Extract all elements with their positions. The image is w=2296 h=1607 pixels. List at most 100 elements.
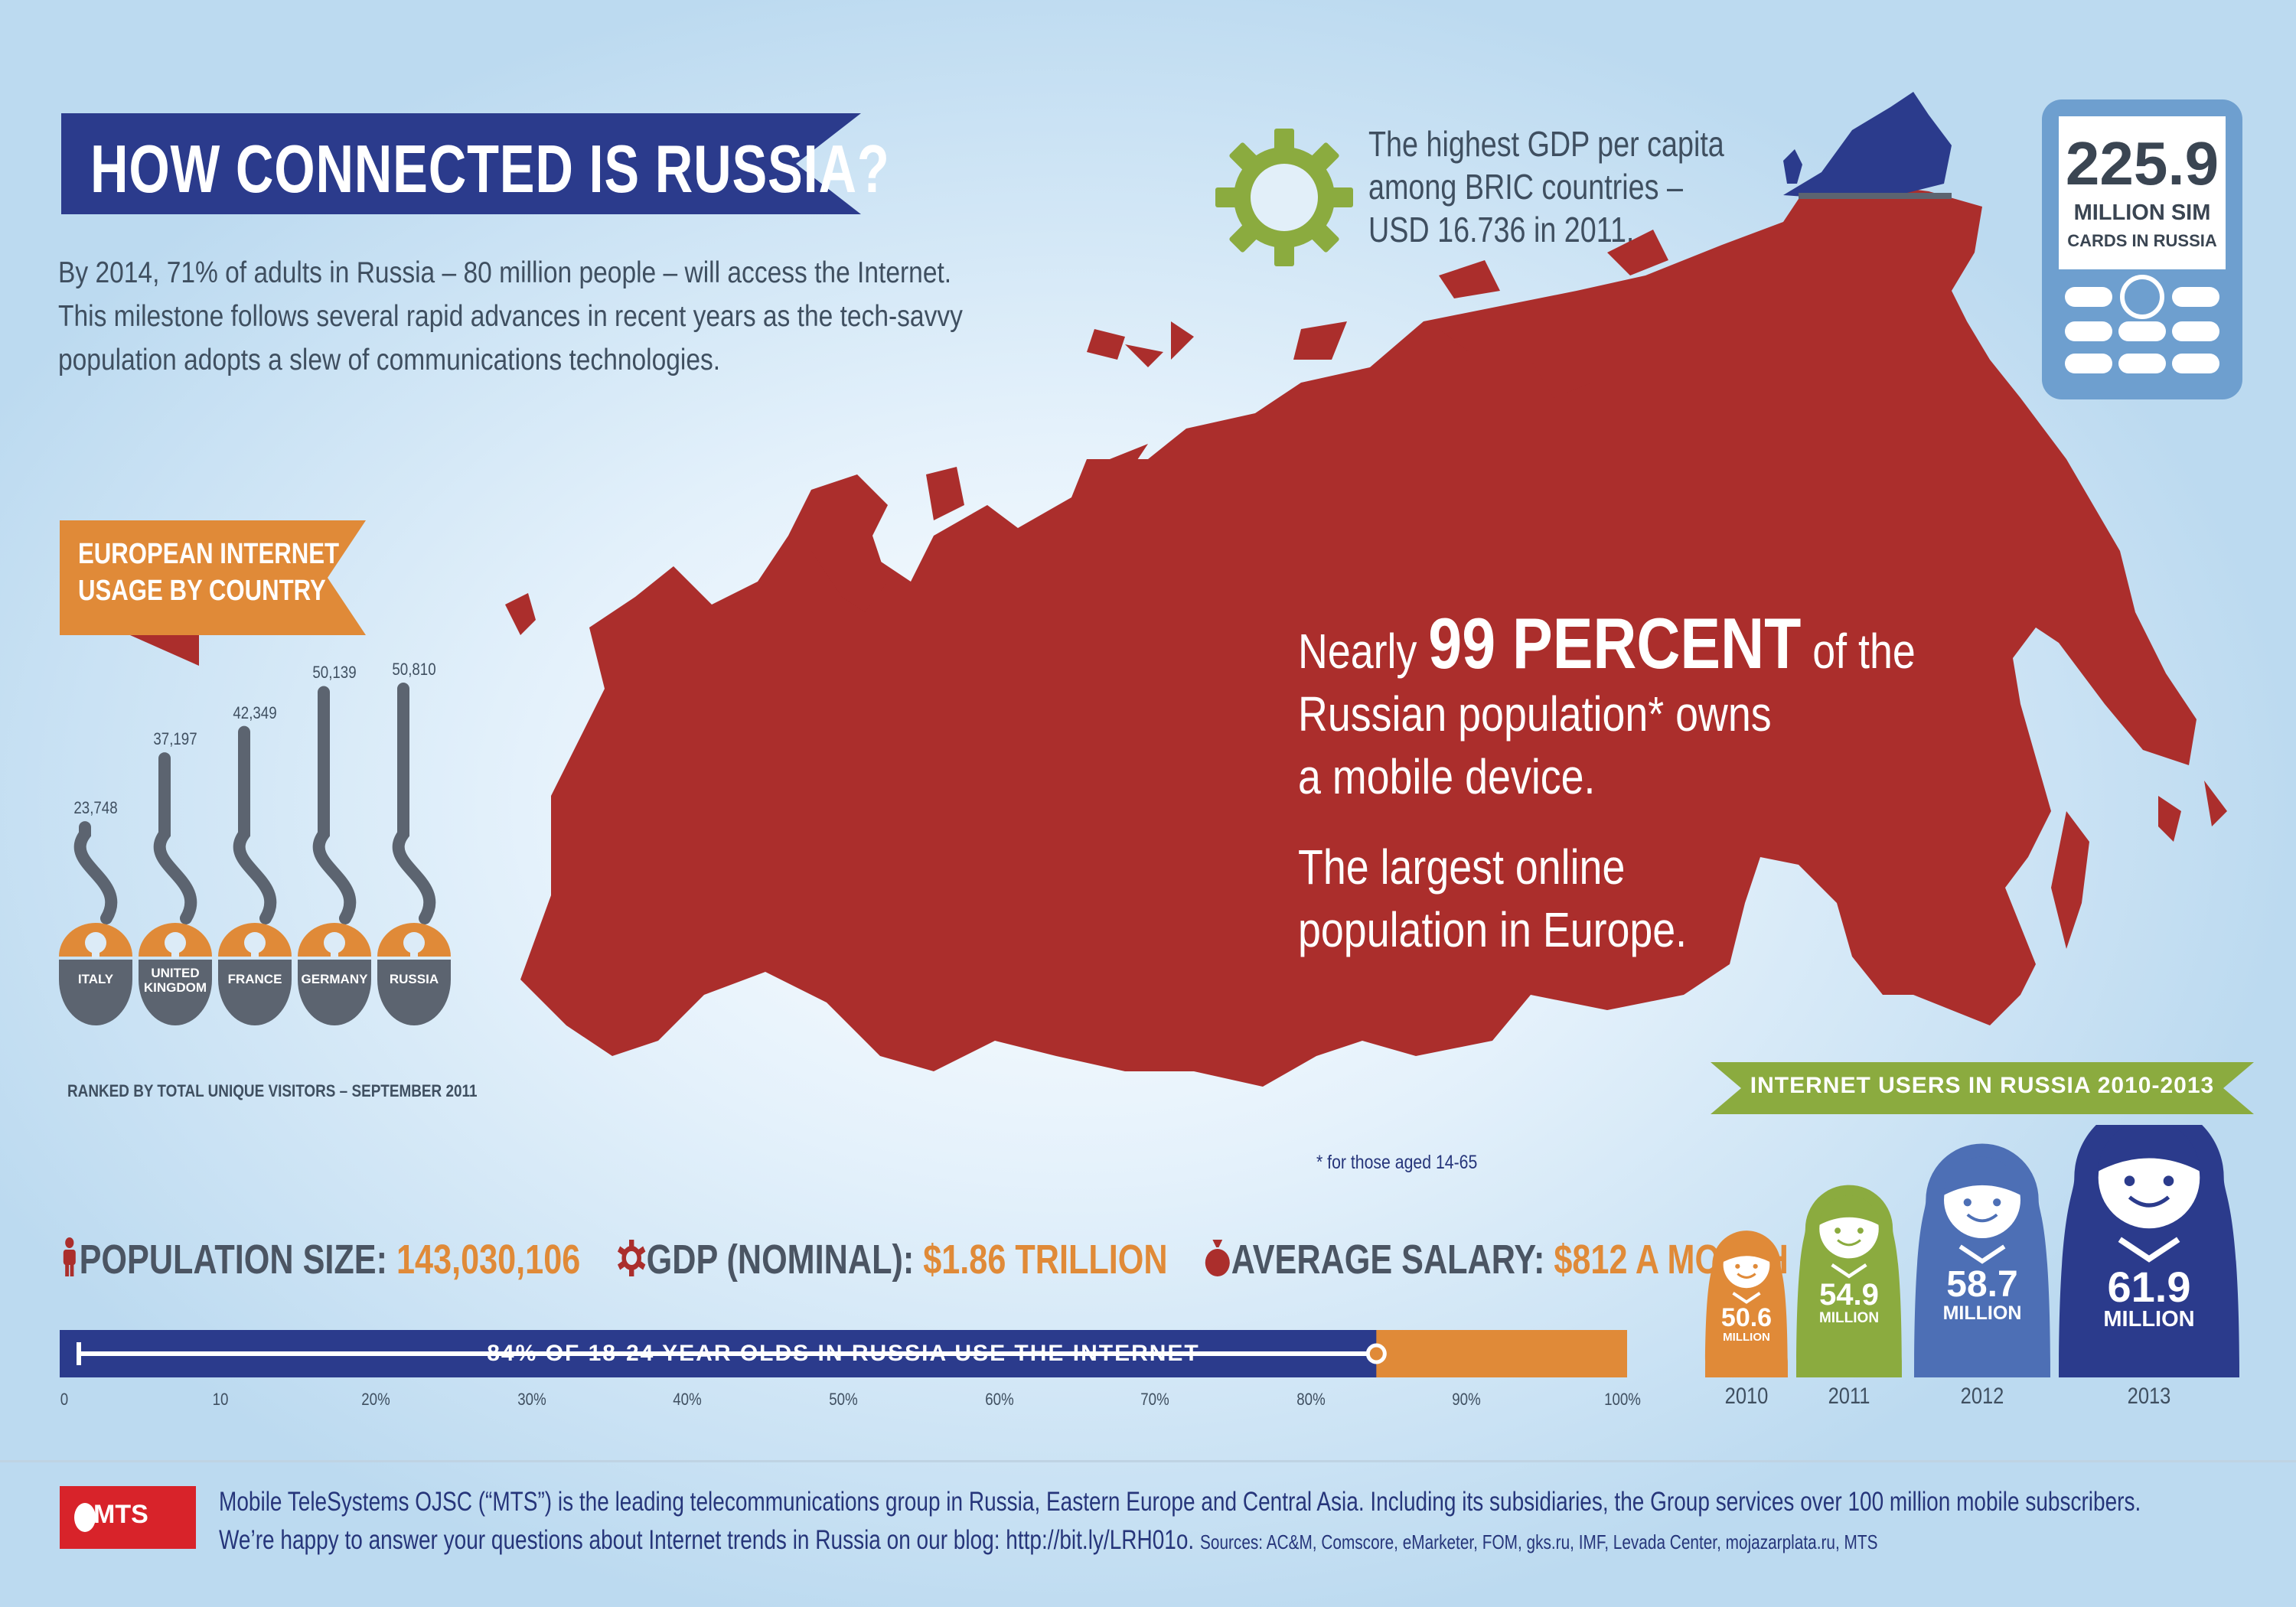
internet-users-unit: MILLION [1818,1310,1880,1327]
youth-usage-bar-knob [1365,1343,1387,1364]
youth-usage-label: 84% OF 18-24 YEAR OLDS IN RUSSIA USE THE… [487,1341,1200,1366]
eu-usage-cable [139,752,212,1025]
internet-users-year: 2012 [1960,1384,2004,1409]
matryoshka-doll [1796,1185,1902,1377]
intro-line: This milestone follows several rapid adv… [58,300,963,333]
population-label: POPULATION SIZE: [79,1237,388,1283]
intro-line: population adopts a slew of communicatio… [58,344,721,376]
youth-usage-bar-line [77,1351,1377,1356]
map-callout-line: population in Europe. [1298,902,1688,957]
internet-users-year: 2013 [2127,1384,2171,1409]
sim-cards-value: 225.9 [2065,129,2219,197]
eu-usage-tag [60,520,366,666]
eu-usage-country: UNITED KINGDOM [143,966,207,995]
matryoshka-doll [1705,1231,1788,1377]
internet-users-unit: MILLION [1942,1302,2022,1324]
map-callout-line: The largest online [1298,839,1626,895]
youth-usage-bar [60,1330,1627,1377]
gdp-caption-line: The highest GDP per capita [1368,124,1724,164]
gdp-value: $1.86 TRILLION [923,1237,1168,1283]
eu-usage-cable [298,686,371,1025]
eu-usage-chart [59,683,451,1025]
eu-usage-country: FRANCE [227,972,282,986]
map-callout-line: Russian population* owns [1298,686,1772,742]
youth-usage-tick: 50% [829,1390,858,1409]
youth-usage-bar-start [77,1342,81,1365]
sim-cards-caption: CARDS IN RUSSIA [2067,231,2217,250]
eu-usage-title-line: EUROPEAN INTERNET [78,538,340,570]
internet-users-ribbon [1711,1062,2254,1114]
internet-users-year: 2011 [1828,1384,1870,1409]
mobile-phone-icon [2042,99,2242,399]
eu-usage-note: RANKED BY TOTAL UNIQUE VISITORS – SEPTEM… [67,1081,478,1100]
internet-users-value: 54.9 [1819,1278,1879,1312]
eu-usage-country: RUSSIA [389,972,439,986]
youth-usage-tick: 0 [60,1390,69,1409]
youth-usage-tick: 40% [673,1390,703,1409]
footer-divider [0,1460,2296,1462]
eu-usage-value: 23,748 [73,798,118,818]
title-banner [61,113,861,214]
footer-about-line: We’re happy to answer your questions abo… [219,1521,2141,1561]
eu-usage-title-line: USAGE BY COUNTRY [78,575,326,607]
youth-usage-tick: 90% [1452,1390,1482,1409]
footer-about-line: Mobile TeleSystems OJSC (“MTS”) is the l… [219,1487,2141,1517]
eu-usage-value: 50,810 [392,660,436,679]
eu-usage-cable [377,683,451,1025]
internet-users-value: 58.7 [1946,1264,2018,1305]
internet-users-unit: MILLION [1723,1331,1770,1345]
mts-logo-text: MTS [93,1500,148,1529]
internet-users-title: INTERNET USERS IN RUSSIA 2010-2013 [1750,1073,2215,1098]
eu-usage-title: EUROPEAN INTERNET USAGE BY COUNTRY [78,536,339,609]
gdp-per-capita-caption: The highest GDP per capita among BRIC co… [1368,122,1724,251]
matryoshka-doll [1914,1143,2050,1377]
map-callout-highlight: 99 PERCENT [1428,603,1802,683]
mts-logo [60,1486,196,1549]
eu-usage-value: 42,349 [233,702,277,722]
salary-label: AVERAGE SALARY: [1231,1237,1545,1283]
matryoshka-chart [1705,1125,2239,1377]
page-title: HOW CONNECTED IS RUSSIA? [90,131,890,207]
internet-users-value: 50.6 [1720,1303,1773,1333]
mts-egg-icon [74,1503,96,1532]
internet-users-year: 2010 [1724,1384,1769,1409]
footer-about: Mobile TeleSystems OJSC (“MTS”) is the l… [219,1483,2141,1561]
youth-usage-tick: 80% [1296,1390,1326,1409]
youth-usage-tick: 30% [517,1390,546,1409]
footer-blog-text: We’re happy to answer your questions abo… [219,1525,1195,1555]
eu-usage-cable [59,821,132,1025]
map-callout: Nearly 99 PERCENT of the Russian populat… [1298,608,1916,961]
intro-line: By 2014, 71% of adults in Russia – 80 mi… [58,256,952,289]
matryoshka-doll [2059,1125,2239,1377]
russia-map [505,92,2227,1087]
eu-usage-value: 50,139 [312,663,357,683]
eu-usage-value: 37,197 [153,729,197,749]
stats-row: POPULATION SIZE: 143,030,106 GDP (NOMINAL… [60,1236,1789,1283]
map-callout-line: Nearly 99 PERCENT of the [1298,608,1916,683]
youth-usage-tick: 10 [212,1390,228,1409]
person-icon [63,1237,76,1276]
youth-usage-tick: 100% [1604,1390,1641,1409]
map-callout-text: of the [1801,624,1916,679]
map-callout-line: a mobile device. [1298,749,1596,804]
gdp-label: GDP (NOMINAL): [646,1237,915,1283]
internet-users-value: 61.9 [2107,1263,2191,1312]
eu-usage-cable [218,725,292,1025]
gdp-caption-line: USD 16.736 in 2011. [1368,210,1635,249]
eu-usage-country: ITALY [77,972,114,986]
sim-cards-unit: MILLION SIM [2073,200,2211,225]
gear-small-icon [618,1240,646,1276]
money-bag-icon [1205,1240,1231,1276]
footer-sources: Sources: AC&M, Comscore, eMarketer, FOM,… [1200,1530,1878,1553]
population-value: 143,030,106 [396,1237,581,1283]
map-callout-text: Nearly [1298,624,1429,679]
youth-usage-tick: 70% [1140,1390,1169,1409]
youth-usage-tick: 20% [361,1390,390,1409]
youth-usage-tick: 60% [984,1390,1014,1409]
internet-users-unit: MILLION [2103,1307,2195,1332]
intro-paragraph: By 2014, 71% of adults in Russia – 80 mi… [58,251,963,382]
gear-icon [1215,129,1353,266]
map-footnote: * for those aged 14-65 [1316,1152,1478,1173]
eu-usage-country: GERMANY [301,972,368,986]
